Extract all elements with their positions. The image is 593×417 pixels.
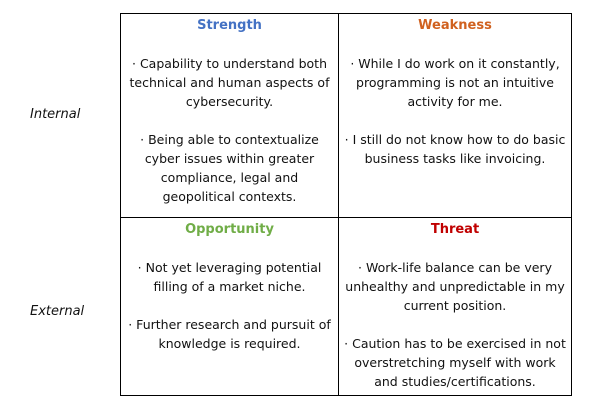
strength-cell: Strength · Capability to understand both… <box>121 14 338 217</box>
strength-heading: Strength <box>197 18 262 33</box>
opportunity-point: · Not yet leveraging potential filling o… <box>137 260 322 294</box>
weakness-point: · While I do work on it constantly, prog… <box>350 56 560 109</box>
weakness-point: · I still do not know how to do basic bu… <box>344 132 566 166</box>
opportunity-heading: Opportunity <box>185 222 274 237</box>
strength-point: · Being able to contextualize cyber issu… <box>140 132 319 204</box>
strength-point: · Capability to understand both technica… <box>129 56 330 109</box>
opportunity-cell: Opportunity · Not yet leveraging potenti… <box>121 218 338 395</box>
swot-table: Strength · Capability to understand both… <box>120 13 572 396</box>
threat-cell: Threat · Work-life balance can be very u… <box>339 218 571 395</box>
threat-heading: Threat <box>430 222 480 237</box>
threat-point: · Work-life balance can be very unhealth… <box>345 260 565 313</box>
column-divider <box>338 14 339 395</box>
threat-point: · Caution has to be exercised in not ove… <box>344 336 566 389</box>
row-divider <box>121 217 571 218</box>
row-label-internal: Internal <box>30 107 81 122</box>
weakness-heading: Weakness <box>418 18 492 33</box>
row-label-external: External <box>30 304 85 319</box>
opportunity-point: · Further research and pursuit of knowle… <box>128 317 331 351</box>
weakness-cell: Weakness · While I do work on it constan… <box>339 14 571 217</box>
